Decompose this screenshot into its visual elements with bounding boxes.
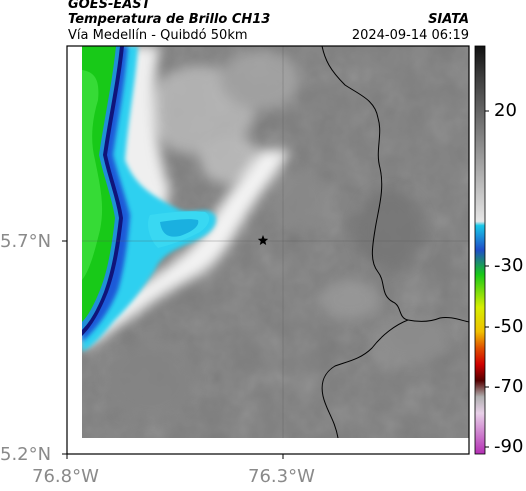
star-marker xyxy=(257,235,269,245)
region-label: Vía Medellín - Quibdó 50km xyxy=(68,28,248,43)
lat-tick-label: 5.7°N xyxy=(0,231,52,252)
colorbar-label: -70 xyxy=(494,376,524,397)
map-frame xyxy=(66,45,470,455)
colorbar-label: -30 xyxy=(494,255,524,276)
org-label: SIATA xyxy=(428,12,469,27)
colorbar-label: 20 xyxy=(494,100,517,121)
lon-tick-label: 76.8°W xyxy=(32,466,99,487)
map-imagery xyxy=(82,46,469,438)
datetime-label: 2024-09-14 06:19 xyxy=(351,28,469,43)
lon-tick-label: 76.3°W xyxy=(248,466,315,487)
product-title: Temperatura de Brillo CH13 xyxy=(68,12,271,27)
colorbar-label: -90 xyxy=(494,436,524,457)
satellite-title: GOES-EAST xyxy=(68,0,151,12)
lat-tick-label: 5.2°N xyxy=(0,444,52,465)
colorbar-label: -50 xyxy=(494,316,524,337)
colorbar xyxy=(474,45,489,455)
